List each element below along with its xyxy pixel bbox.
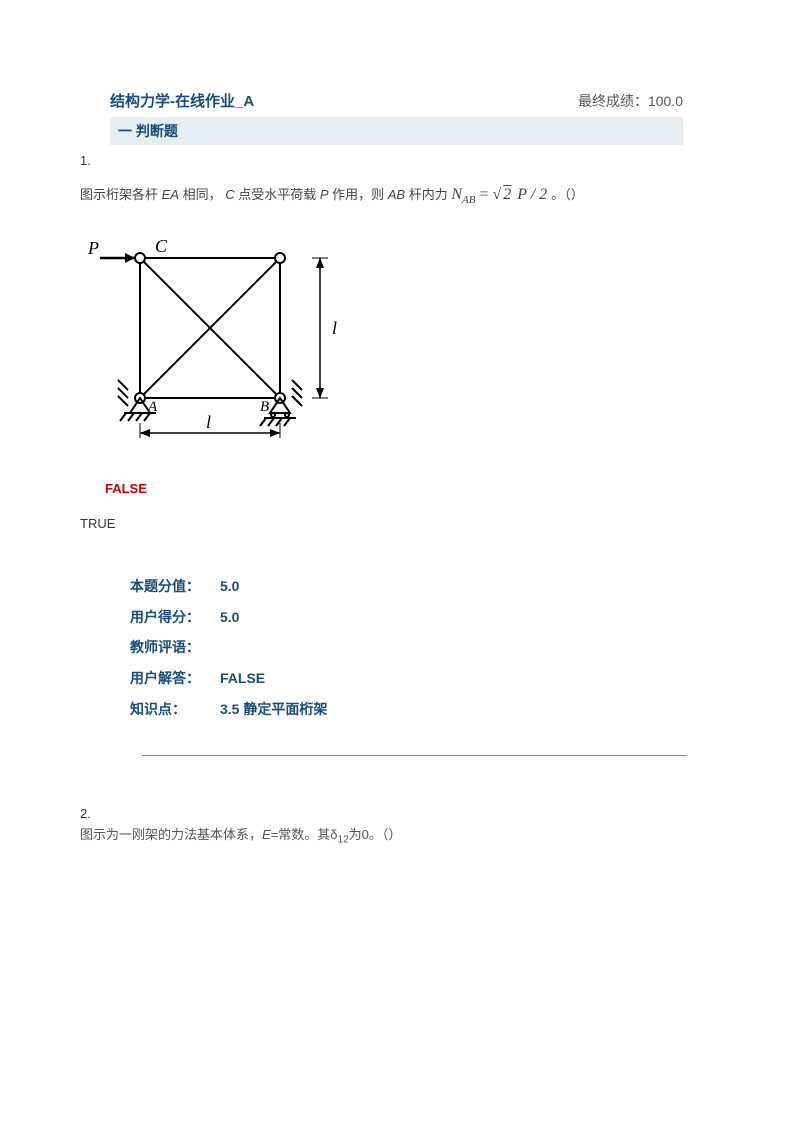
question-1-text: 图示桁架各杆 EA 相同， C 点受水平荷载 P 作用，则 AB 杆内力 NAB…	[80, 182, 713, 210]
user-score-label: 用户得分：	[130, 602, 220, 633]
header-row: 结构力学-在线作业_A 最终成绩：100.0	[110, 90, 683, 111]
user-answer-label: 用户解答：	[130, 663, 220, 694]
final-score: 最终成绩：100.0	[578, 91, 683, 111]
formula: NAB = √2 P / 2	[451, 186, 551, 203]
diagram-b-label: B	[260, 399, 269, 415]
diagram-c-label: C	[155, 236, 168, 256]
diagram-p-label: P	[87, 238, 99, 258]
score-value: 100.0	[648, 93, 683, 109]
user-answer-value: FALSE	[220, 663, 265, 694]
user-score-value: 5.0	[220, 602, 239, 633]
diagram-l-horizontal: l	[206, 412, 211, 432]
truss-diagram: P C A B l l	[80, 228, 713, 451]
knowledge-value: 3.5 静定平面桁架	[220, 694, 327, 725]
score-label: 本题分值：	[130, 571, 220, 602]
answer-true: TRUE	[80, 516, 713, 531]
section-label: 一 判断题	[118, 123, 178, 139]
assignment-title: 结构力学-在线作业_A	[110, 90, 254, 111]
question-2-number: 2.	[80, 806, 713, 821]
knowledge-label: 知识点：	[130, 694, 220, 725]
question-2-text: 图示为一刚架的力法基本体系，E=常数。其δ12为0。（）	[80, 825, 713, 848]
teacher-comment-label: 教师评语：	[130, 632, 220, 663]
section-header: 一 判断题	[110, 117, 683, 145]
answer-false: FALSE	[105, 481, 713, 496]
diagram-a-label: A	[147, 399, 158, 415]
score-label: 最终成绩：	[578, 93, 648, 109]
diagram-l-vertical: l	[332, 318, 337, 338]
question-1-number: 1.	[80, 153, 713, 168]
question-1-details: 本题分值：5.0 用户得分：5.0 教师评语： 用户解答：FALSE 知识点：3…	[130, 571, 713, 725]
question-divider	[142, 755, 687, 756]
score-value: 5.0	[220, 571, 239, 602]
